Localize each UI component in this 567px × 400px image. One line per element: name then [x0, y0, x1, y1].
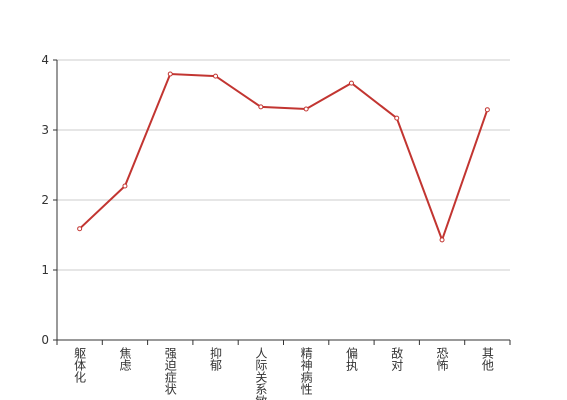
point: [213, 73, 219, 79]
y-tick-label: 1: [41, 263, 49, 277]
x-tick-label: 其他: [480, 347, 494, 371]
point: [258, 104, 264, 110]
point: [167, 71, 173, 77]
point: [484, 107, 490, 113]
y-tick-label: 2: [41, 193, 49, 207]
x-tick-label: 强迫症状: [163, 347, 177, 395]
point: [394, 115, 400, 121]
x-tick-label: 人际关系敏感: [254, 347, 268, 400]
y-tick-label: 4: [41, 53, 49, 67]
line: [78, 72, 489, 243]
y-tick-label: 3: [41, 123, 49, 137]
point: [303, 106, 309, 112]
x-tick-label: 敌对: [390, 346, 404, 371]
y-tick-label: 0: [41, 333, 49, 347]
point: [439, 237, 445, 243]
x-tick-label: 偏执: [344, 346, 358, 372]
x-tick-label: 躯体化: [73, 346, 87, 384]
x-tick-label: 恐怖: [435, 347, 449, 371]
point: [122, 183, 128, 189]
x-tick-label: 抑郁: [209, 346, 223, 372]
point: [348, 80, 354, 86]
x-tick-label: 精神病性: [299, 347, 313, 396]
point: [77, 226, 83, 232]
x-tick-label: 焦虑: [118, 347, 132, 371]
